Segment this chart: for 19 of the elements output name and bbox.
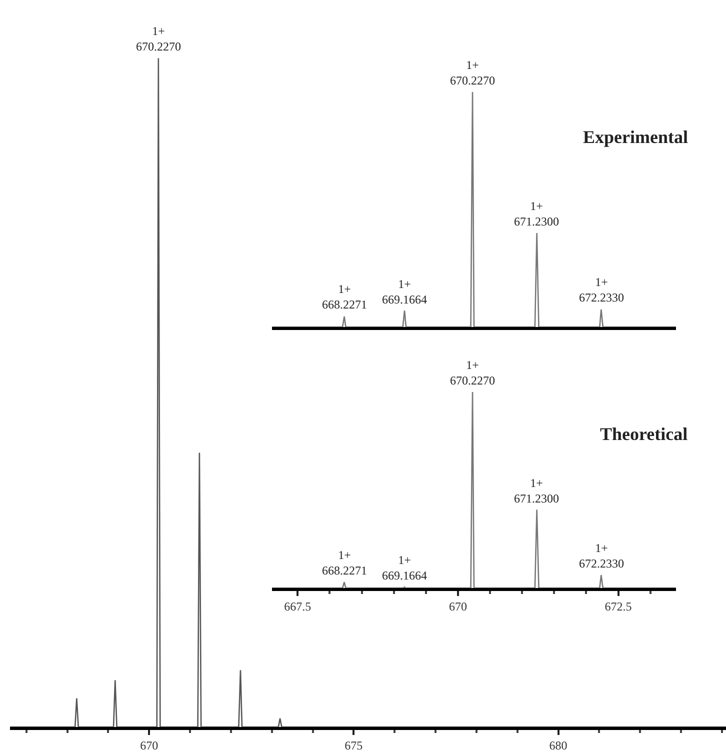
annotation: 1+ 669.1664 [382, 277, 427, 307]
annotation: 1+ 672.2330 [579, 541, 624, 571]
annotation: 1+ 670.2270 [136, 24, 181, 54]
annotation: 1+ 668.2271 [322, 282, 367, 312]
x-tick-label: 672.5 [604, 599, 632, 614]
x-tick-label: 680 [549, 738, 568, 752]
annotation: 1+ 671.2300 [514, 199, 559, 229]
x-tick-label: 670 [140, 738, 158, 752]
annotation: 1+ 671.2300 [514, 476, 559, 506]
x-tick-label: 670 [448, 599, 467, 614]
annotation: 1+ 670.2270 [450, 358, 495, 388]
text: Theoretical [600, 424, 688, 444]
annotation: 1+ 670.2270 [450, 58, 495, 88]
x-tick-label: 667.5 [284, 599, 312, 614]
text: Experimental [583, 127, 688, 147]
annotation: 1+ 668.2271 [322, 548, 367, 578]
annotation: 1+ 669.1664 [382, 553, 427, 583]
annotation: 1+ 672.2330 [579, 275, 624, 305]
x-tick-label: 675 [344, 738, 363, 752]
